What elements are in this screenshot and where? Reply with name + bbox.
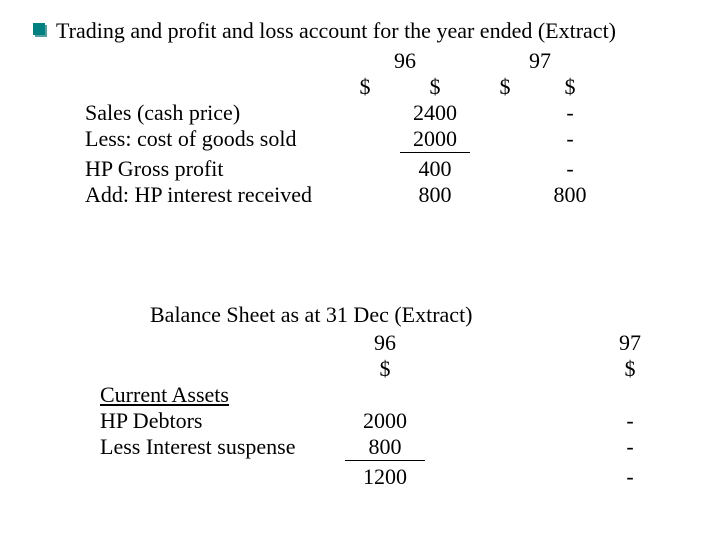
pl-int-label: Add: HP interest received xyxy=(85,182,335,208)
pl-cogs-label: Less: cost of goods sold xyxy=(85,126,335,152)
pl-title: Trading and profit and loss account for … xyxy=(56,18,616,44)
pl-underline-1 xyxy=(400,152,470,154)
bullet-icon xyxy=(32,22,48,38)
bs-net-v1: 1200 xyxy=(330,464,440,490)
bs-title: Balance Sheet as at 31 Dec (Extract) xyxy=(150,302,473,328)
pl-sales-label: Sales (cash price) xyxy=(85,100,335,126)
bs-table: 96 97 $ $ Current Assets HP Debtors 2000… xyxy=(100,330,660,490)
pl-cur-1: $ xyxy=(335,74,395,100)
pl-year-96: 96 xyxy=(335,48,475,74)
pl-table: 96 97 $ $ $ $ Sales (cash price) 2400 - … xyxy=(85,48,665,208)
bs-debtors-v2: - xyxy=(600,408,660,434)
pl-cogs-v2: - xyxy=(535,126,605,152)
bs-debtors-label: HP Debtors xyxy=(100,408,330,434)
pl-int-v1: 800 xyxy=(395,182,475,208)
pl-int-v2: 800 xyxy=(535,182,605,208)
pl-gp-v1: 400 xyxy=(395,156,475,182)
bs-year-96: 96 xyxy=(330,330,440,356)
bs-suspense-v1: 800 xyxy=(330,434,440,460)
pl-cogs-v1: 2000 xyxy=(395,126,475,152)
pl-sales-v1: 2400 xyxy=(395,100,475,126)
pl-gp-v2: - xyxy=(535,156,605,182)
bs-heading: Current Assets xyxy=(100,382,330,408)
bs-net-v2: - xyxy=(600,464,660,490)
bs-underline xyxy=(345,460,425,462)
bs-suspense-v2: - xyxy=(600,434,660,460)
pl-cur-4: $ xyxy=(535,74,605,100)
pl-year-97: 97 xyxy=(475,48,605,74)
slide: Trading and profit and loss account for … xyxy=(0,0,720,540)
bs-cur-1: $ xyxy=(330,356,440,382)
bs-suspense-label: Less Interest suspense xyxy=(100,434,330,460)
pl-cur-2: $ xyxy=(395,74,475,100)
pl-sales-v2: - xyxy=(535,100,605,126)
bs-debtors-v1: 2000 xyxy=(330,408,440,434)
pl-cur-3: $ xyxy=(475,74,535,100)
bs-cur-2: $ xyxy=(600,356,660,382)
bs-year-97: 97 xyxy=(600,330,660,356)
pl-gp-label: HP Gross profit xyxy=(85,156,335,182)
